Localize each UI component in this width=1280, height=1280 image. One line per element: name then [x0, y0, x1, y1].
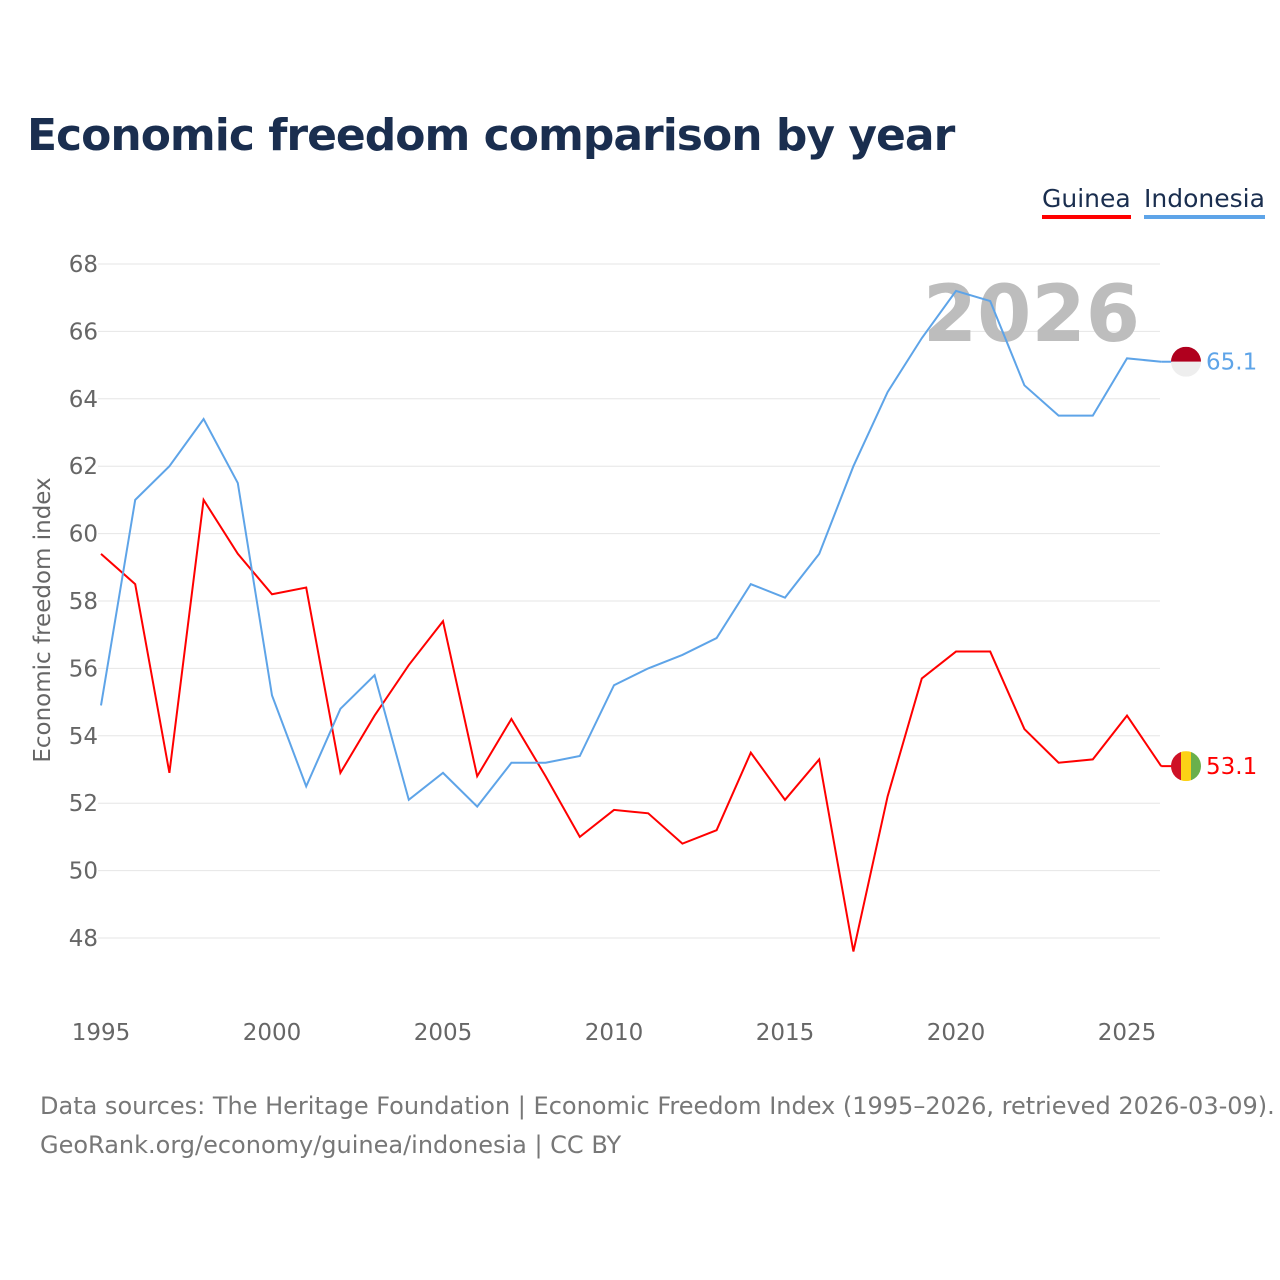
y-tick-label: 48 [69, 926, 98, 952]
y-tick-label: 54 [69, 724, 98, 750]
y-tick-label: 52 [69, 791, 98, 817]
y-tick-label: 50 [69, 859, 98, 885]
indonesia-flag-icon [1171, 346, 1201, 377]
x-tick-label: 2010 [585, 1020, 644, 1046]
footer: Data sources: The Heritage Foundation | … [40, 1087, 1275, 1165]
x-tick-label: 2005 [414, 1020, 473, 1046]
year-watermark: 2026 [923, 270, 1140, 360]
y-tick-label: 62 [69, 454, 98, 480]
y-tick-label: 64 [69, 387, 98, 413]
x-tick-label: 1995 [72, 1020, 131, 1046]
legend-guinea[interactable]: Guinea [1042, 184, 1131, 219]
series-line-indonesia [100, 289, 1162, 809]
x-tick-label: 2015 [756, 1020, 815, 1046]
y-tick-label: 58 [69, 589, 98, 615]
x-tick-label: 2025 [1098, 1020, 1157, 1046]
chart-title: Economic freedom comparison by year [27, 110, 955, 161]
y-tick-label: 68 [69, 252, 98, 278]
y-tick-label: 56 [69, 656, 98, 682]
y-tick-label: 60 [69, 522, 98, 548]
guinea-flag-icon [1171, 751, 1201, 782]
y-axis-label: Economic freedom index [30, 477, 56, 762]
end-value-label: 65.1 [1206, 350, 1257, 376]
end-value-label: 53.1 [1206, 754, 1257, 780]
footer-source: Data sources: The Heritage Foundation | … [40, 1092, 1275, 1120]
footer-link[interactable]: GeoRank.org/economy/guinea/indonesia | C… [40, 1131, 622, 1159]
x-tick-label: 2000 [243, 1020, 302, 1046]
series-line-guinea [100, 497, 1163, 952]
x-tick-label: 2020 [927, 1020, 986, 1046]
legend-indonesia[interactable]: Indonesia [1144, 184, 1265, 219]
y-tick-label: 66 [69, 319, 98, 345]
